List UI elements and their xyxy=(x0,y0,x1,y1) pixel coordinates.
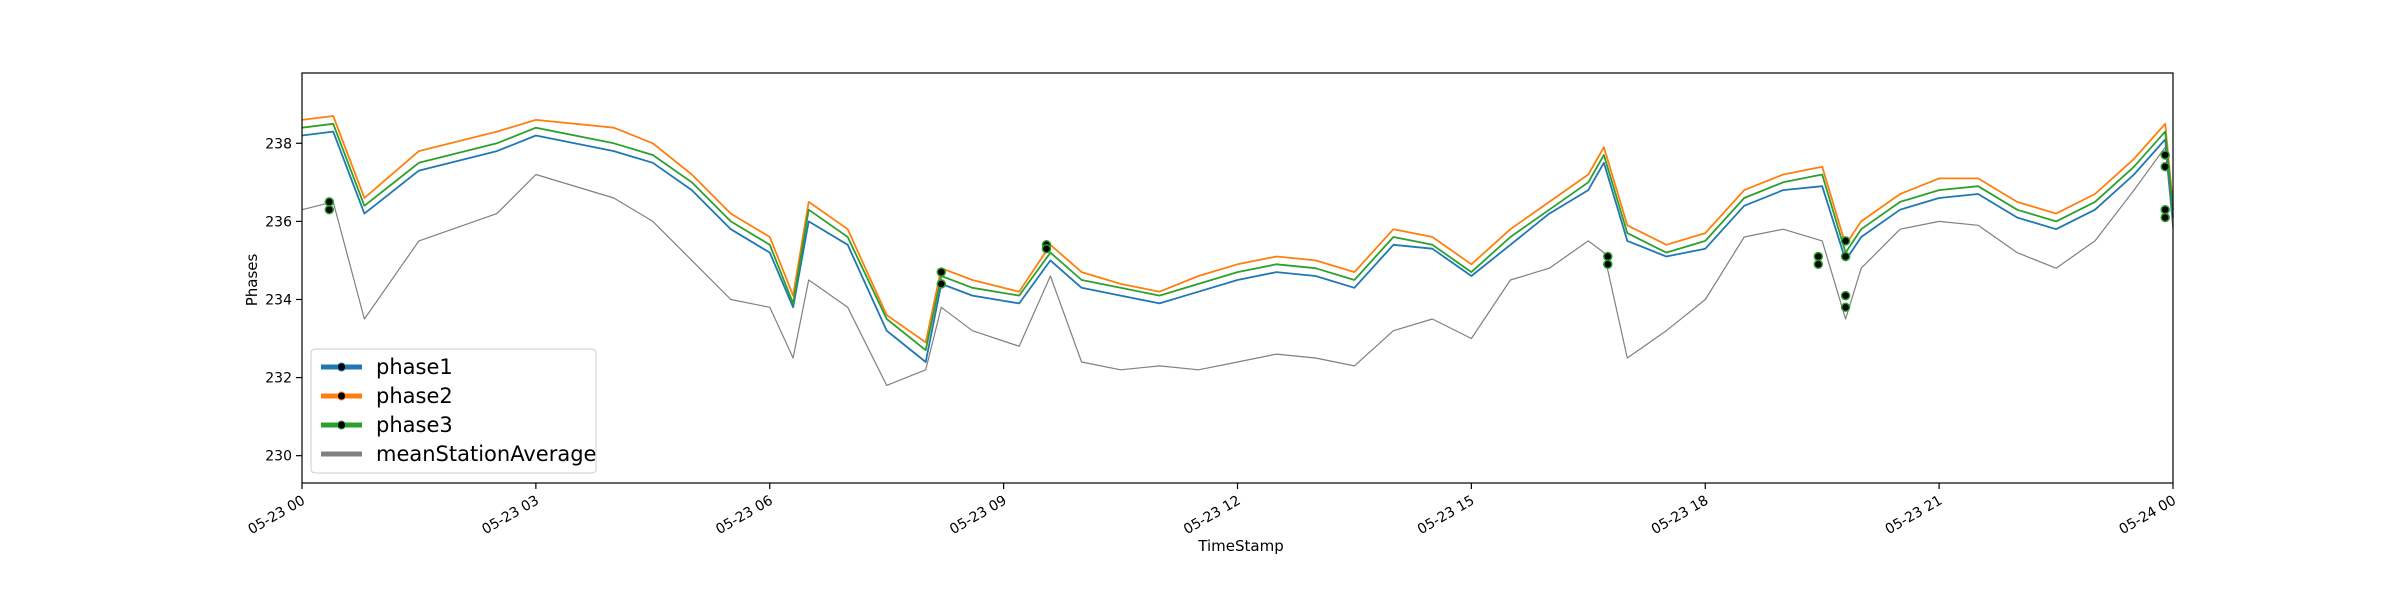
data-marker xyxy=(2160,212,2170,223)
series-line-phase1 xyxy=(301,130,2174,363)
data-marker xyxy=(2160,204,2170,215)
data-marker xyxy=(1840,290,1851,301)
y-tick-label: 238 xyxy=(265,136,292,152)
data-marker xyxy=(1813,251,1824,262)
series-line-phase2 xyxy=(301,115,2174,344)
legend-marker-phase3 xyxy=(337,420,346,430)
y-tick-label: 236 xyxy=(265,214,292,230)
series-line-meanStationAverage xyxy=(301,146,2174,386)
data-marker xyxy=(1840,251,1851,262)
data-marker xyxy=(936,279,947,289)
y-axis-label: Phases xyxy=(243,254,261,307)
series-line-phase3 xyxy=(301,122,2174,352)
legend-label-phase2: phase2 xyxy=(376,384,453,408)
x-axis-label: TimeStamp xyxy=(1197,537,1283,555)
legend-box xyxy=(310,348,597,474)
legend: phase1 phase2 phase3 meanStationAverage xyxy=(310,348,597,474)
y-tick-label: 234 xyxy=(265,292,292,308)
data-marker xyxy=(324,197,335,207)
data-marker xyxy=(1041,243,1052,254)
data-marker xyxy=(2160,161,2170,172)
y-tick-label: 232 xyxy=(265,371,292,387)
legend-label-phase1: phase1 xyxy=(376,355,453,379)
data-marker xyxy=(1840,302,1851,313)
legend-label-phase3: phase3 xyxy=(376,413,453,437)
legend-label-meanStationAverage: meanStationAverage xyxy=(376,442,596,466)
data-marker xyxy=(2160,150,2170,160)
data-marker xyxy=(324,204,335,215)
y-axis: 230 232 234 236 238 xyxy=(265,136,302,465)
legend-marker-phase2 xyxy=(337,391,346,401)
data-marker xyxy=(1840,236,1851,246)
data-marker xyxy=(936,267,947,277)
y-tick-label: 230 xyxy=(265,449,292,465)
data-marker xyxy=(1813,259,1824,270)
data-marker xyxy=(1603,259,1613,270)
data-marker xyxy=(1603,251,1613,262)
legend-marker-phase1 xyxy=(337,362,346,372)
